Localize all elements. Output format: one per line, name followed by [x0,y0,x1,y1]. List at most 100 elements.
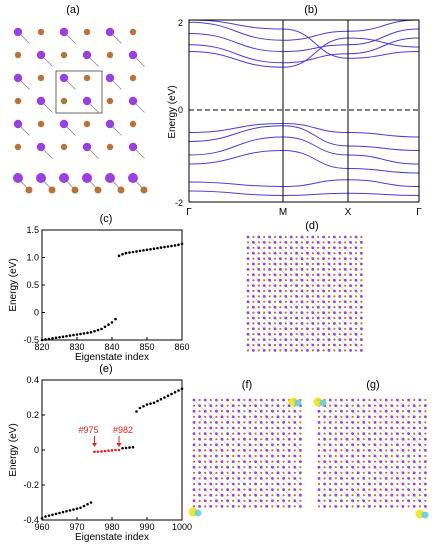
d-atom-purple [306,338,309,341]
g-atom-brown [373,471,377,474]
d-atom-brown [263,279,266,282]
d-atom-purple [343,343,347,347]
f-atom-purple [271,398,274,402]
f-atom-purple [192,488,196,491]
d-atom-brown [268,241,271,244]
d-atom-brown [290,284,293,287]
e-xtick: 990 [139,522,154,532]
g-atom-purple [368,471,371,475]
atom-purple [105,27,115,37]
f-atom-purple [265,505,269,508]
f-atom-purple [287,426,291,430]
g-atom-brown [424,466,427,469]
d-atom-brown [322,273,325,276]
f-atom-brown [260,471,263,474]
d-atom-brown [300,349,304,352]
f-atom-brown [293,494,296,497]
g-atom-brown [396,460,399,463]
g-atom-brown [334,499,337,502]
panel-label-f: (f) [241,379,253,391]
d-atom-purple [279,246,282,250]
g-atom-brown [368,432,371,435]
d-atom-purple [354,268,358,271]
f-atom-purple [203,465,207,469]
f-atom-purple [276,415,280,419]
kpoint-x: X [345,207,352,218]
d-atom-brown [279,316,282,320]
d-atom-brown [338,235,341,239]
f-atom-brown [232,410,235,413]
c-point [121,252,124,256]
f-atom-brown [215,404,218,407]
d-atom-purple [268,289,271,293]
g-atom-purple [401,471,405,475]
e-xlabel: Eigenstate index [75,532,149,542]
d-atom-brown [322,284,325,287]
d-atom-brown [257,338,260,341]
g-atom-brown [357,421,360,424]
d-atom-brown [246,306,250,309]
g-atom-purple [384,398,388,402]
g-atom-purple [340,432,343,435]
d-atom-brown [295,257,298,260]
f-atom-brown [260,505,263,508]
d-atom-brown [322,327,325,330]
c-ytick: 0.5 [26,280,39,290]
g-atom-purple [384,421,388,424]
c-point [145,248,149,252]
d-atom-purple [327,273,331,277]
d-atom-brown [300,295,304,298]
f-atom-brown [265,398,268,402]
d-atom-purple [273,295,277,298]
f-atom-purple [215,409,218,413]
d-atom-brown [279,273,282,276]
d-atom-purple [257,246,261,250]
g-atom-purple [384,432,388,435]
band-line-5 [188,122,420,138]
f-atom-brown [260,460,263,463]
f-atom-brown [243,466,246,469]
c-point [135,250,138,253]
f-atom-purple [254,482,257,486]
g-atom-purple [390,505,394,508]
d-atom-brown [263,333,266,336]
d-atom-purple [246,332,250,336]
g-atom-purple [368,449,371,452]
band-ytick-zero: 0 [178,105,183,115]
d-atom-purple [327,262,331,266]
f-atom-purple [203,443,207,447]
e-point [103,449,107,453]
f-atom-brown [215,449,218,452]
atom-purple [59,27,69,37]
d-atom-purple [322,289,325,293]
g-atom-brown [385,494,388,497]
d-atom-purple [349,316,352,320]
d-atom-purple [279,257,282,260]
d-atom-purple [333,257,336,260]
f-atom-purple [271,465,274,469]
d-atom-purple [343,278,347,282]
f-edge-state-cyan [194,509,202,517]
f-atom-purple [293,432,297,435]
f-atom-purple [282,432,285,435]
d-atom-brown [300,327,304,330]
g-atom-brown [401,499,405,502]
d-atom-purple [338,338,342,341]
f-atom-purple [243,471,246,475]
d-atom-brown [311,284,314,287]
d-atom-brown [311,316,314,320]
f-atom-brown [293,426,296,430]
f-atom-brown [254,488,257,491]
g-atom-purple [345,482,349,486]
f-atom-brown [271,404,274,407]
f-atom-purple [237,443,241,447]
g-atom-brown [413,432,416,435]
d-atom-purple [268,300,271,304]
g-atom-brown [334,466,337,469]
f-atom-brown [226,426,229,430]
f-atom-purple [259,454,263,458]
d-atom-purple [333,278,336,282]
f-atom-purple [231,460,235,463]
d-atom-purple [311,332,315,336]
f-atom-purple [203,477,207,480]
